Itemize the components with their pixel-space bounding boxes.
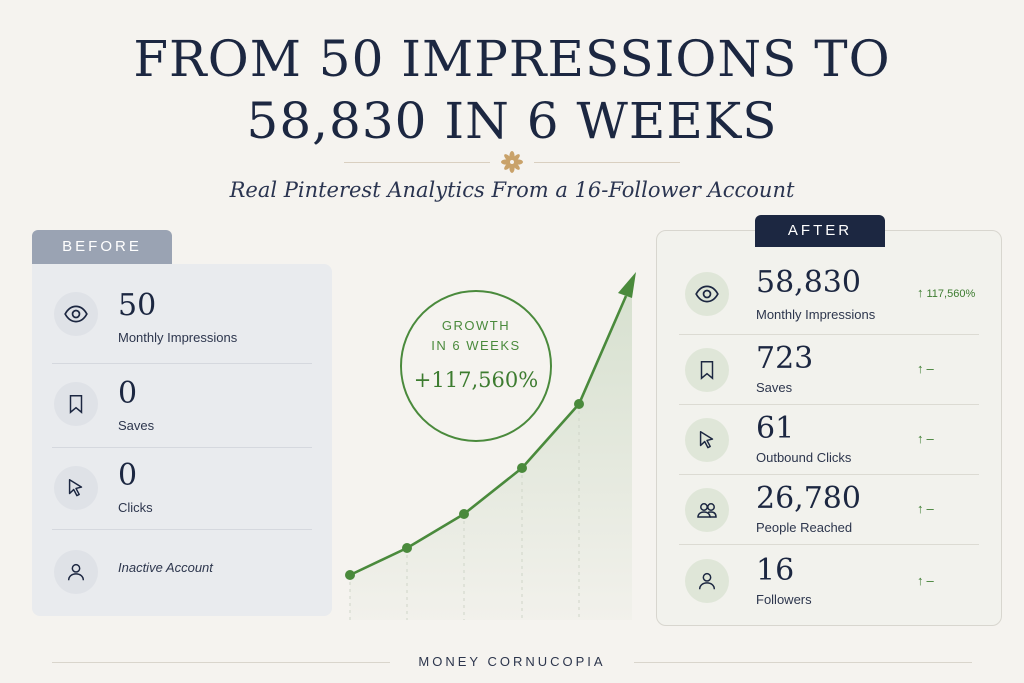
footer-line-right	[634, 662, 972, 663]
title-line-2: 58,830 IN 6 WEEKS	[246, 92, 778, 150]
growth-label-line-2: IN 6 WEEKS	[431, 338, 521, 353]
after-reached-label: People Reached	[756, 520, 853, 535]
before-clicks-value: 0	[118, 458, 138, 493]
page-title: FROM 50 IMPRESSIONS TO 58,830 IN 6 WEEKS	[0, 28, 1024, 152]
after-row-saves: 723 Saves ↑ –	[657, 335, 1001, 405]
growth-badge: GROWTH IN 6 WEEKS +117,560%	[400, 290, 552, 442]
after-impressions-value: 58,830	[756, 265, 861, 300]
people-icon	[685, 488, 729, 532]
cursor-icon	[685, 418, 729, 462]
growth-point	[574, 399, 584, 409]
after-row-clicks: 61 Outbound Clicks ↑ –	[657, 405, 1001, 475]
after-followers-label: Followers	[756, 592, 812, 607]
subtitle: Real Pinterest Analytics From a 16-Follo…	[229, 178, 795, 202]
arrow-up-icon: ↑	[917, 501, 924, 516]
arrow-up-icon: ↑	[917, 573, 924, 588]
after-saves-label: Saves	[756, 380, 793, 395]
after-row-followers: 16 Followers ↑ –	[657, 545, 1001, 617]
after-row-reached: 26,780 People Reached ↑ –	[657, 475, 1001, 545]
growth-chart	[345, 272, 636, 620]
after-followers-value: 16	[756, 553, 795, 588]
before-account-label: Inactive Account	[118, 560, 213, 575]
before-impressions-value: 50	[118, 288, 157, 323]
growth-point	[345, 570, 355, 580]
growth-line	[349, 295, 628, 577]
arrow-head-icon	[618, 272, 636, 298]
before-row-clicks: 0 Clicks	[32, 448, 332, 530]
after-saves-change: ↑ –	[917, 361, 934, 376]
footer-brand: MONEY CORNUCOPIA	[418, 654, 606, 669]
after-reached-value: 26,780	[756, 481, 861, 516]
before-saves-label: Saves	[118, 418, 155, 433]
after-clicks-change: ↑ –	[917, 431, 934, 446]
growth-value: +117,560%	[413, 368, 539, 392]
after-row-impressions: 58,830 Monthly Impressions ↑ 117,560%	[657, 261, 1001, 335]
after-impressions-change: ↑ 117,560%	[917, 285, 976, 300]
growth-point	[459, 509, 469, 519]
after-saves-value: 723	[756, 341, 814, 376]
footer-line-left	[52, 662, 390, 663]
before-saves-value: 0	[118, 376, 138, 411]
growth-point	[402, 543, 412, 553]
after-clicks-label: Outbound Clicks	[756, 450, 852, 465]
before-row-saves: 0 Saves	[32, 364, 332, 448]
title-line-1: FROM 50 IMPRESSIONS TO	[133, 30, 891, 88]
before-tab: BEFORE	[32, 230, 172, 264]
arrow-up-icon: ↑	[917, 431, 924, 446]
before-clicks-label: Clicks	[118, 500, 153, 515]
arrow-up-icon: ↑	[917, 285, 924, 300]
before-row-account: Inactive Account	[32, 530, 332, 616]
after-followers-change: ↑ –	[917, 573, 934, 588]
flower-ornament-icon	[501, 151, 523, 173]
growth-label-line-1: GROWTH	[441, 318, 511, 333]
growth-point	[517, 463, 527, 473]
person-icon	[685, 559, 729, 603]
before-panel: 50 Monthly Impressions 0 Saves 0 Clicks …	[32, 264, 332, 616]
after-panel: 58,830 Monthly Impressions ↑ 117,560% 723…	[656, 230, 1002, 626]
bookmark-icon	[54, 382, 98, 426]
after-tab: AFTER	[755, 215, 885, 247]
before-row-impressions: 50 Monthly Impressions	[32, 264, 332, 364]
cursor-icon	[54, 466, 98, 510]
after-reached-change: ↑ –	[917, 501, 934, 516]
after-impressions-label: Monthly Impressions	[756, 307, 876, 322]
eye-icon	[54, 292, 98, 336]
growth-area	[350, 282, 632, 620]
arrow-up-icon: ↑	[917, 361, 924, 376]
person-icon	[54, 550, 98, 594]
eye-icon	[685, 272, 729, 316]
before-impressions-label: Monthly Impressions	[118, 330, 238, 345]
after-clicks-value: 61	[756, 411, 795, 446]
bookmark-icon	[685, 348, 729, 392]
